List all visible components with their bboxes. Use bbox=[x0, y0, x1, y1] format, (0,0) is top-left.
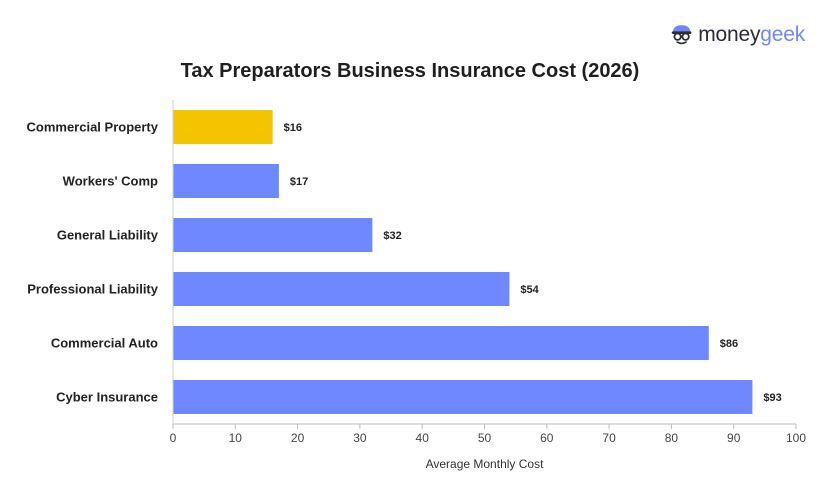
bar-commercial-auto bbox=[173, 326, 709, 360]
x-tick-label: 30 bbox=[353, 431, 367, 445]
bar-general-liability bbox=[173, 218, 373, 252]
geek-face-icon bbox=[671, 25, 692, 45]
bar-commercial-property bbox=[173, 110, 273, 144]
x-tick-label: 70 bbox=[602, 431, 616, 445]
bar-cyber-insurance bbox=[173, 380, 753, 414]
category-label-commercial-property: Commercial Property bbox=[27, 120, 159, 135]
value-label-commercial-auto: $86 bbox=[720, 338, 738, 350]
value-label-workers-comp: $17 bbox=[290, 176, 308, 188]
x-tick-label: 0 bbox=[170, 431, 177, 445]
category-label-general-liability: General Liability bbox=[57, 228, 159, 243]
value-label-general-liability: $32 bbox=[383, 230, 401, 242]
x-tick-label: 40 bbox=[416, 431, 430, 445]
x-tick-label: 80 bbox=[665, 431, 679, 445]
x-tick-label: 10 bbox=[229, 431, 243, 445]
logo-wordmark-money: money bbox=[698, 22, 761, 46]
value-label-commercial-property: $16 bbox=[284, 122, 302, 134]
logo-wordmark-geek: geek bbox=[760, 22, 805, 46]
x-tick-label: 50 bbox=[478, 431, 492, 445]
value-label-cyber-insurance: $93 bbox=[763, 392, 781, 404]
chart-title: Tax Preparators Business Insurance Cost … bbox=[180, 60, 640, 82]
x-tick-label: 60 bbox=[540, 431, 554, 445]
x-axis-ticks: 0 10 20 30 40 50 60 70 80 90 100 bbox=[170, 424, 806, 445]
bar-workers-comp bbox=[173, 164, 279, 198]
x-tick-label: 100 bbox=[786, 431, 806, 445]
x-tick-label: 90 bbox=[727, 431, 741, 445]
value-label-professional-liability: $54 bbox=[520, 284, 539, 296]
x-axis-title: Average Monthly Cost bbox=[426, 457, 545, 471]
bars-layer: Commercial Property $16 Workers' Comp $17 Ge… bbox=[27, 110, 782, 414]
category-label-cyber-insurance: Cyber Insurance bbox=[56, 390, 158, 405]
category-label-professional-liability: Professional Liability bbox=[27, 282, 159, 297]
bar-professional-liability bbox=[173, 272, 510, 306]
logo-wordmark: moneygeek bbox=[698, 24, 805, 45]
x-tick-label: 20 bbox=[291, 431, 305, 445]
category-label-commercial-auto: Commercial Auto bbox=[51, 336, 158, 351]
moneygeek-logo: moneygeek bbox=[670, 18, 805, 50]
category-label-workers-comp: Workers' Comp bbox=[63, 174, 158, 189]
